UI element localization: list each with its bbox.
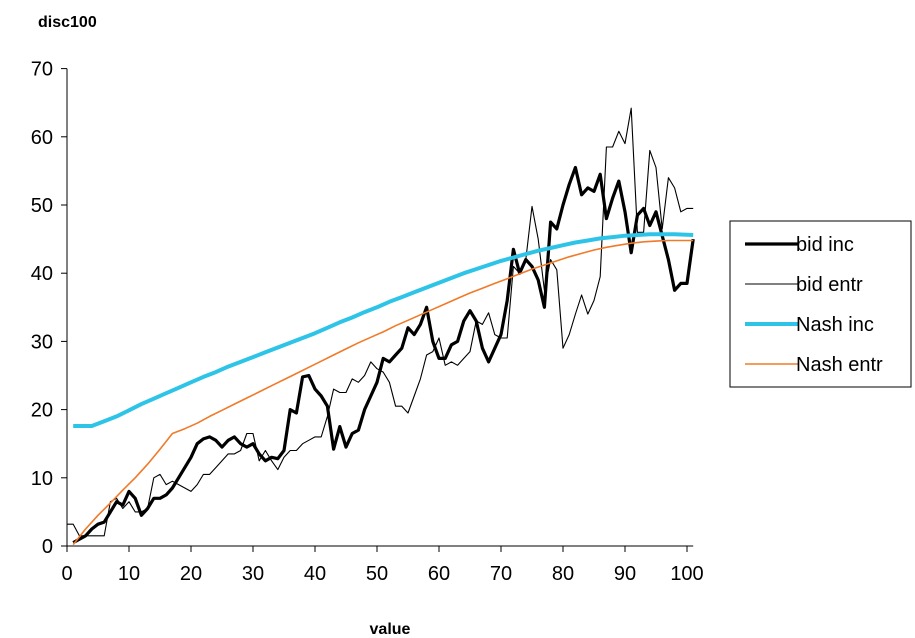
series-line-bid-entr [67, 107, 694, 537]
x-tick-label: 80 [552, 563, 574, 585]
x-tick-label: 10 [118, 563, 140, 585]
legend-label: bid entr [796, 274, 863, 296]
y-tick-label: 50 [31, 195, 53, 217]
series-layer [67, 107, 695, 546]
x-tick-label: 70 [490, 563, 512, 585]
y-tick-label: 60 [31, 127, 53, 149]
axes: 0 10 20 30 40 50 60 70 0 10 20 30 40 50 60 70 80 90 100 [31, 59, 704, 585]
x-tick-label: 30 [242, 563, 264, 585]
legend-label: Nash entr [796, 354, 883, 376]
y-axis-title: disc100 [38, 14, 97, 31]
x-axis-title: value [370, 621, 411, 638]
series-line-bid-inc [72, 165, 695, 545]
legend-label: Nash inc [796, 314, 874, 336]
y-tick-label: 30 [31, 331, 53, 353]
x-tick-label: 50 [366, 563, 388, 585]
x-tick-label: 40 [304, 563, 326, 585]
legend: bid inc bid entr Nash inc Nash entr [729, 220, 912, 388]
y-tick-label: 20 [31, 400, 53, 422]
x-tick-label: 20 [180, 563, 202, 585]
x-tick-label: 100 [670, 563, 703, 585]
y-tick-label: 0 [42, 536, 53, 558]
legend-label: bid inc [796, 234, 854, 256]
x-tick-label: 60 [428, 563, 450, 585]
x-tick-label: 0 [61, 563, 72, 585]
y-tick-label: 10 [31, 468, 53, 490]
y-tick-label: 70 [31, 59, 53, 81]
legend-box [729, 220, 912, 388]
series-line-nash-entr [72, 239, 694, 546]
series-line-nash-inc [73, 232, 694, 428]
x-tick-label: 90 [614, 563, 636, 585]
y-tick-label: 40 [31, 263, 53, 285]
